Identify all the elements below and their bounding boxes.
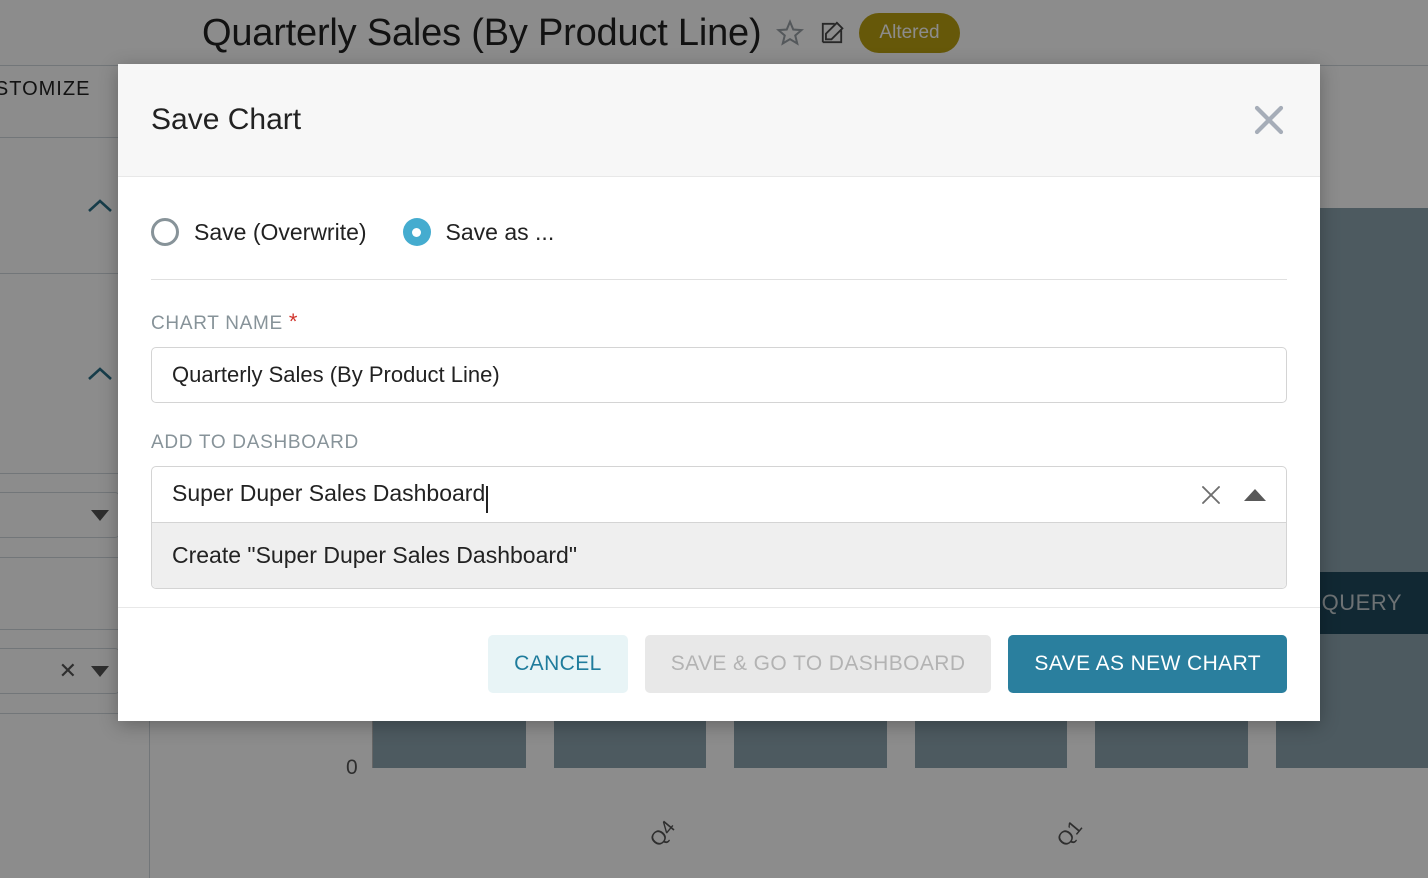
app-header: Quarterly Sales (By Product Line) Altere… xyxy=(0,0,1428,66)
panel-control-row-1 xyxy=(0,474,149,558)
edit-pencil-icon[interactable] xyxy=(819,20,845,46)
modal-body: Save (Overwrite) Save as ... CHART NAME … xyxy=(118,177,1320,589)
caret-up-icon[interactable] xyxy=(1244,488,1266,501)
modal-header: Save Chart xyxy=(118,64,1320,177)
panel-section-1[interactable] xyxy=(0,138,149,274)
panel-control-row-2 xyxy=(0,558,149,630)
clear-icon[interactable] xyxy=(1200,484,1222,506)
filter-select[interactable]: ✕ xyxy=(0,648,120,694)
text-caret xyxy=(486,485,489,513)
radio-save-as-label: Save as ... xyxy=(445,218,555,245)
status-badge: Altered xyxy=(859,13,960,53)
dashboard-select-option[interactable]: Create "Super Duper Sales Dashboard" xyxy=(152,523,1286,588)
triangle-down-icon[interactable] xyxy=(91,665,109,677)
add-to-dashboard-label: ADD TO DASHBOARD xyxy=(151,432,359,453)
modal-title: Save Chart xyxy=(151,103,302,136)
dashboard-select-value: Super Duper Sales Dashboard xyxy=(172,480,486,507)
chevron-up-icon[interactable] xyxy=(87,366,113,382)
chart-name-label-text: CHART NAME xyxy=(151,313,283,334)
panel-title: CUSTOMIZE xyxy=(0,78,91,100)
radio-save-overwrite-label: Save (Overwrite) xyxy=(194,218,367,245)
modal-footer: CANCEL SAVE & GO TO DASHBOARD SAVE AS NE… xyxy=(118,607,1320,721)
dashboard-select-value-wrap: Super Duper Sales Dashboard xyxy=(172,480,1200,513)
dashboard-select-menu: Create "Super Duper Sales Dashboard" xyxy=(151,523,1287,589)
chart-name-label: CHART NAME * xyxy=(151,309,1287,335)
radio-save-as[interactable]: Save as ... xyxy=(402,218,555,246)
required-asterisk: * xyxy=(288,309,299,334)
chart-name-input[interactable] xyxy=(151,347,1287,403)
dashboard-select: Super Duper Sales Dashboard Create "Supe… xyxy=(151,466,1287,589)
save-mode-radio-group: Save (Overwrite) Save as ... xyxy=(151,207,1287,246)
cancel-button[interactable]: CANCEL xyxy=(488,635,628,693)
radio-save-overwrite[interactable]: Save (Overwrite) xyxy=(151,218,367,246)
close-x-icon[interactable]: ✕ xyxy=(58,658,77,683)
chevron-up-icon[interactable] xyxy=(87,198,113,214)
dashboard-select-control[interactable]: Super Duper Sales Dashboard xyxy=(151,466,1287,523)
panel-section-header: CUSTOMIZE xyxy=(0,66,149,138)
panel-section-2[interactable] xyxy=(0,274,149,474)
save-as-new-chart-button[interactable]: SAVE AS NEW CHART xyxy=(1008,635,1287,693)
divider xyxy=(151,279,1287,280)
star-outline-icon[interactable] xyxy=(775,18,805,48)
close-icon[interactable] xyxy=(1248,99,1290,141)
y-axis-tick-0: 0 xyxy=(346,756,358,779)
metric-select[interactable] xyxy=(0,492,120,538)
triangle-down-icon[interactable] xyxy=(91,509,109,521)
save-chart-modal: Save Chart Save (Overwrite) Save as ... … xyxy=(118,64,1320,721)
page-title: Quarterly Sales (By Product Line) xyxy=(202,11,762,54)
radio-unchecked-icon[interactable] xyxy=(151,218,179,246)
radio-checked-icon[interactable] xyxy=(402,218,431,246)
panel-control-row-3: ✕ xyxy=(0,630,149,714)
save-and-go-to-dashboard-button: SAVE & GO TO DASHBOARD xyxy=(644,635,992,693)
